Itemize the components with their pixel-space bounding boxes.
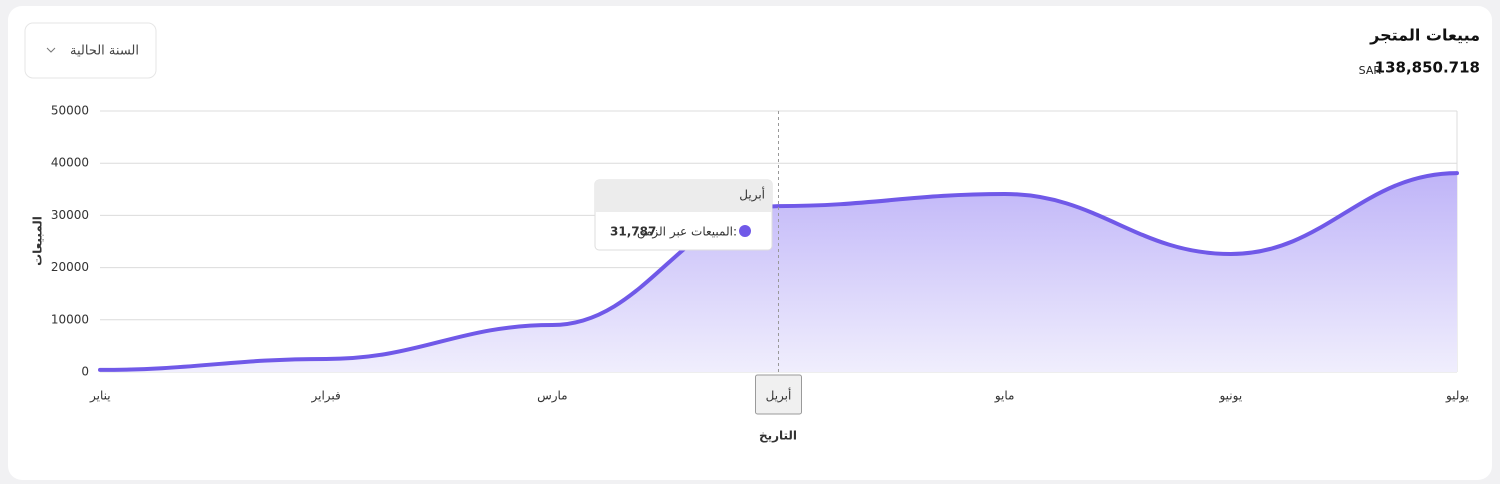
tooltip-value: 31,787 — [610, 225, 656, 239]
x-tick-label: مارس — [537, 389, 568, 404]
x-tick-label: فبراير — [311, 389, 341, 404]
total: 138,850.718 — [1375, 59, 1480, 77]
dropdown-chevron[interactable] — [46, 47, 56, 53]
y-tick-label: 30000 — [51, 208, 89, 222]
x-tick-label: يوليو — [1445, 389, 1469, 404]
dropdown-box[interactable] — [24, 22, 157, 79]
x-tick-highlight — [755, 374, 802, 415]
currency: SAR — [1359, 64, 1382, 77]
tooltip-header — [595, 180, 772, 212]
x-tick-label: يناير — [89, 389, 111, 404]
y-tick-label: 10000 — [51, 312, 89, 326]
tooltip-label: المبيعات عبر الزمن: — [637, 225, 737, 240]
plot: 0 10000 20000 30000 40000 50000 يناير فبراير مار… — [51, 104, 1469, 415]
tooltip: أبريل المبيعات عبر الزمن:31,787 — [594, 179, 773, 251]
line — [98, 171, 1459, 372]
y-tick-label: 20000 — [51, 260, 89, 274]
y-tick-label: 0 — [81, 365, 89, 379]
y-tick-label: 40000 — [51, 156, 89, 170]
x-tick-label: يونيو — [1218, 389, 1242, 404]
y-axis-title: المبيعات — [31, 216, 45, 266]
tooltip-swatch — [739, 225, 751, 237]
area — [100, 173, 1457, 372]
y-tick-label: 50000 — [51, 104, 89, 118]
title: مبيعات المتجر — [1369, 26, 1480, 45]
dropdown-label[interactable]: السنة الحالية — [70, 44, 139, 59]
tooltip-title: أبريل — [739, 187, 765, 203]
x-tick-label: مايو — [994, 389, 1015, 404]
x-axis-title: التاريخ — [759, 429, 797, 443]
x-tick-label: أبريل — [766, 388, 792, 404]
dropdown[interactable]: السنة الحالية — [24, 22, 157, 79]
